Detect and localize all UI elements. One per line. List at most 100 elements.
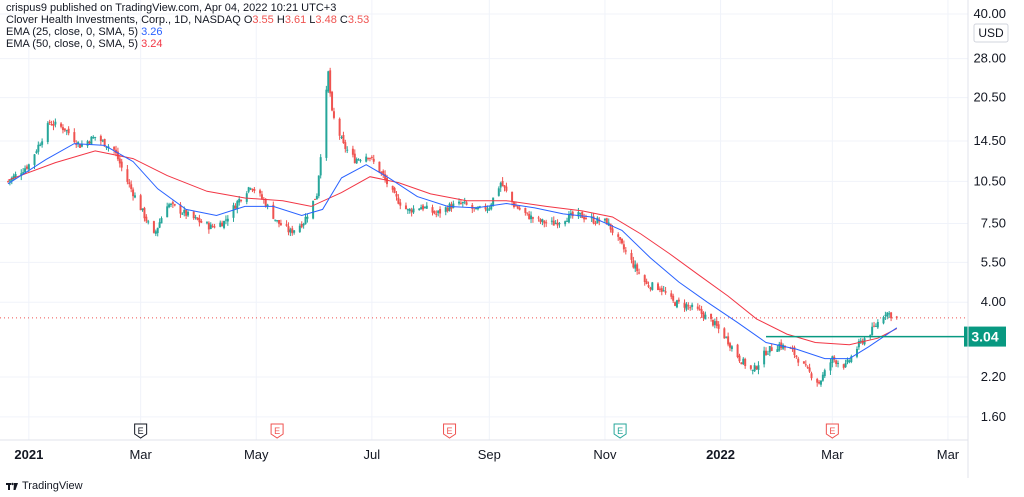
candle-body — [757, 365, 760, 370]
candle-body — [603, 218, 606, 221]
candle-body — [844, 363, 847, 368]
candle-body — [545, 222, 548, 224]
candle-body — [368, 157, 371, 159]
candle-body — [397, 197, 400, 204]
candle-body — [488, 208, 491, 210]
candle-body — [503, 185, 506, 188]
candle-body — [710, 313, 713, 319]
candle-body — [12, 175, 15, 180]
candle-body — [171, 202, 174, 204]
candle-body — [25, 166, 28, 169]
candle-body — [126, 169, 129, 182]
candle-body — [154, 231, 157, 234]
candle-body — [384, 174, 387, 180]
candle-body — [437, 210, 440, 214]
candle-body — [139, 195, 142, 211]
candle-body — [234, 205, 237, 209]
candle-body — [105, 147, 108, 149]
candle-body — [471, 205, 474, 209]
candle-body — [355, 159, 358, 164]
candle-body — [819, 380, 822, 385]
candle-body — [486, 208, 489, 211]
candle-body — [8, 180, 11, 182]
ema25-legend[interactable]: EMA (25, close, 0, SMA, 5) 3.26 — [6, 26, 369, 38]
candle-body — [620, 238, 623, 244]
candle-body — [357, 159, 360, 161]
candle-body — [287, 226, 290, 233]
candle-body — [251, 188, 254, 191]
candle-body — [382, 170, 385, 176]
footer: TradingView — [6, 478, 83, 494]
candle-body — [638, 272, 641, 274]
candle-body — [185, 209, 188, 216]
candle-body — [24, 168, 27, 172]
candle-body — [289, 229, 292, 233]
candle-body — [484, 205, 487, 210]
candle-body — [835, 360, 838, 364]
footer-brand: TradingView — [22, 480, 83, 492]
y-tick-label: 2.20 — [981, 369, 1006, 384]
candle-body — [224, 219, 227, 221]
x-tick-label: 2021 — [14, 447, 43, 462]
earnings-marker: E — [134, 423, 148, 439]
candle-body — [755, 366, 758, 370]
y-tick-label: 20.50 — [973, 90, 1006, 105]
candle-body — [658, 288, 661, 290]
candle-body — [855, 348, 858, 357]
candle-body — [530, 215, 533, 220]
candle-body — [873, 325, 876, 327]
candle-body — [232, 205, 235, 218]
candle-body — [793, 347, 796, 355]
candle-body — [90, 136, 93, 145]
y-tick-label: 40.00 — [973, 6, 1006, 21]
candle-body — [181, 213, 184, 215]
candle-body — [327, 71, 330, 92]
candle-body — [65, 130, 68, 132]
candle-body — [766, 353, 769, 355]
candle-body — [293, 230, 296, 233]
ema50-legend[interactable]: EMA (50, close, 0, SMA, 5) 3.24 — [6, 38, 369, 50]
candle-body — [266, 204, 269, 207]
ema25-value: 3.26 — [141, 26, 163, 38]
candle-body — [729, 343, 732, 348]
candle-body — [651, 282, 654, 290]
candle-body — [395, 193, 398, 197]
candle-body — [219, 222, 222, 227]
candle-body — [590, 217, 593, 219]
currency-label: USD — [978, 26, 1004, 40]
earnings-marker-label: E — [447, 426, 453, 436]
candle-body — [702, 312, 705, 319]
candle-body — [478, 206, 481, 208]
candle-body — [238, 198, 241, 203]
candle-body — [740, 362, 743, 365]
candle-body — [196, 217, 199, 220]
candle-body — [736, 344, 739, 358]
y-tick-label: 4.00 — [981, 294, 1006, 309]
earnings-marker: E — [270, 423, 284, 439]
candle-body — [240, 199, 243, 201]
candle-body — [412, 208, 415, 213]
candle-body — [715, 320, 718, 326]
candle-body — [619, 237, 622, 240]
candle-body — [332, 111, 335, 118]
candle-body — [584, 217, 587, 219]
candle-body — [372, 158, 375, 162]
candle-body — [583, 217, 586, 220]
candle-body — [723, 328, 726, 339]
candle-body — [168, 204, 171, 208]
candle-body — [420, 207, 423, 210]
candle-body — [86, 141, 89, 146]
candle-body — [380, 172, 383, 174]
candle-body — [312, 200, 315, 219]
candle-body — [431, 207, 434, 213]
candle-body — [804, 364, 807, 366]
earnings-marker-box — [825, 423, 839, 439]
candle-body — [365, 156, 368, 162]
candle-body — [169, 203, 172, 205]
candle-body — [439, 209, 442, 214]
candle-body — [780, 342, 783, 348]
candle-body — [564, 221, 567, 225]
candle-body — [33, 154, 36, 165]
